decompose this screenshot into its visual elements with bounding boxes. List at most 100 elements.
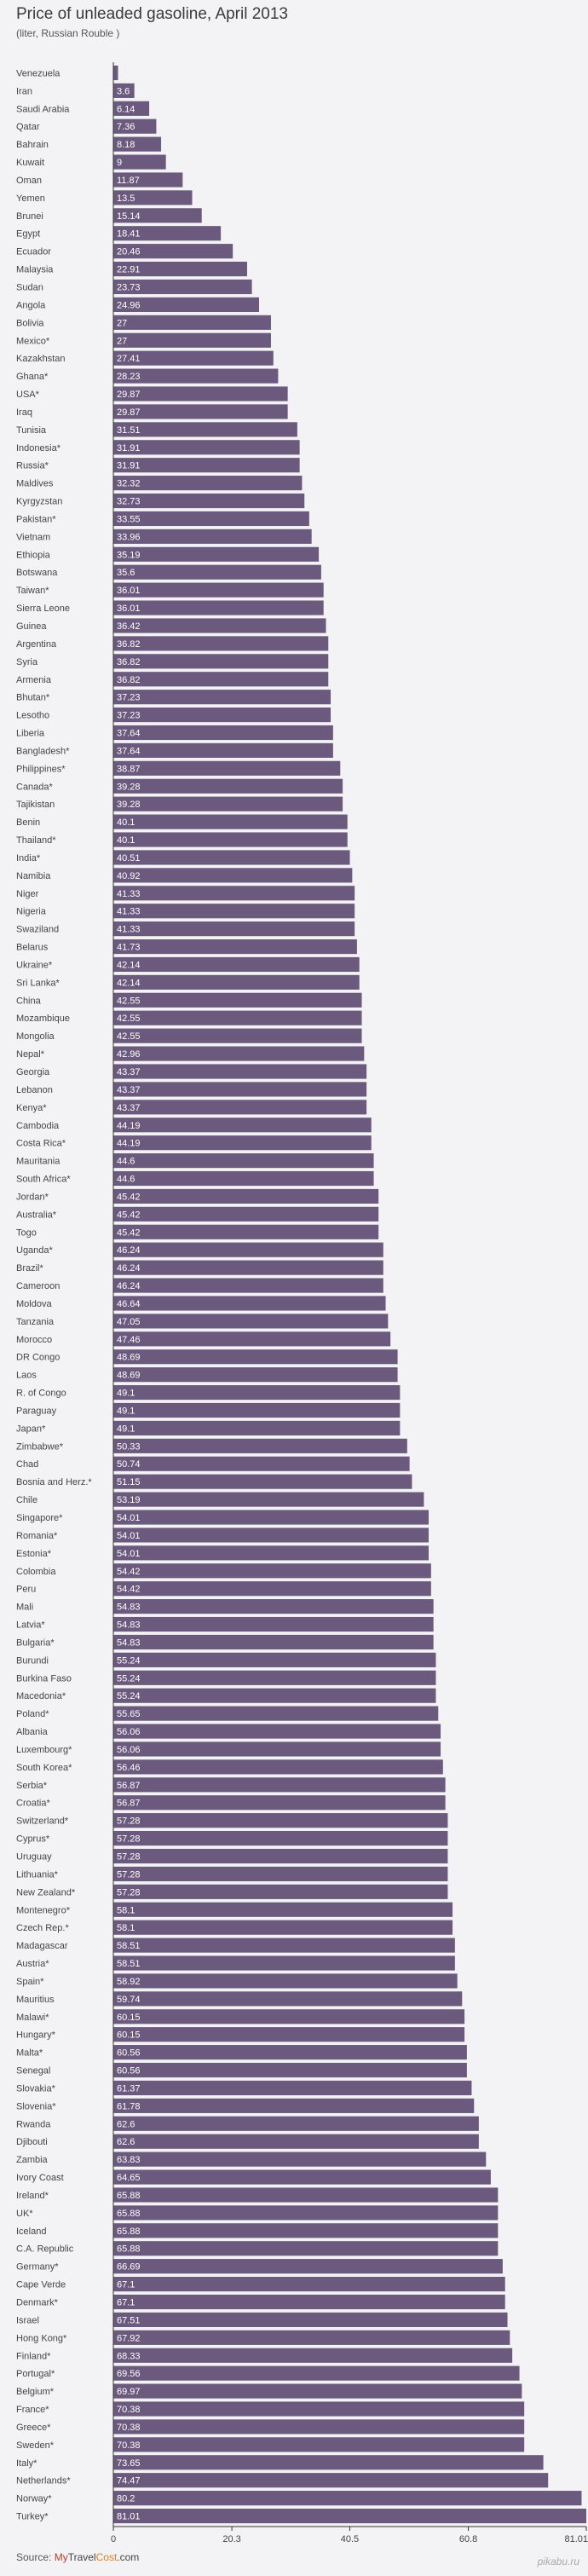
value-label: 33.55	[117, 514, 141, 524]
bar	[113, 742, 333, 759]
category-label: Philippines*	[16, 764, 66, 774]
category-label: Singapore*	[16, 1513, 63, 1523]
bar	[113, 1991, 463, 2007]
bar	[113, 1492, 424, 1507]
bar	[113, 136, 162, 152]
category-label: Cambodia	[16, 1121, 60, 1131]
category-label: Belgium*	[16, 2387, 55, 2397]
category-label: Canada*	[16, 782, 54, 792]
value-label: 49.1	[117, 1406, 135, 1416]
bar	[113, 1670, 436, 1685]
bar	[113, 226, 222, 241]
category-label: Cape Verde	[16, 2280, 66, 2290]
bar	[113, 636, 329, 651]
bar	[113, 1884, 448, 1899]
category-label: Liberia	[16, 729, 45, 739]
value-label: 55.24	[117, 1655, 141, 1666]
category-label: Portugal*	[16, 2369, 55, 2379]
value-label: 46.24	[117, 1245, 141, 1256]
category-label: Kyrgyzstan	[16, 497, 62, 507]
category-label: Qatar	[16, 122, 40, 132]
value-label: 32.32	[117, 479, 141, 489]
value-label: 58.51	[117, 1941, 141, 1951]
bar	[113, 1759, 443, 1775]
bar	[113, 2259, 503, 2274]
value-label: 59.74	[117, 1995, 141, 2005]
bar	[113, 2508, 586, 2524]
bar	[113, 1830, 448, 1846]
bar	[113, 904, 355, 919]
category-label: Belarus	[16, 943, 49, 953]
bar	[113, 1528, 429, 1543]
category-label: Austria*	[16, 1959, 49, 1969]
category-label: Serbia*	[16, 1781, 48, 1791]
category-label: Kazakhstan	[16, 354, 65, 364]
value-label: 36.01	[117, 586, 141, 596]
value-label: 41.73	[117, 943, 141, 953]
bar	[113, 2045, 467, 2060]
category-label: Czech Rep.*	[16, 1923, 69, 1933]
value-label: 45.42	[117, 1210, 141, 1220]
value-label: 46.64	[117, 1299, 141, 1309]
value-label: 58.1	[117, 1923, 135, 1933]
value-label: 32.73	[117, 497, 141, 507]
bar	[113, 600, 324, 615]
value-label: 40.92	[117, 871, 141, 881]
bar	[113, 725, 333, 741]
value-label: 54.83	[117, 1637, 141, 1648]
bar	[113, 564, 321, 580]
value-label: 61.37	[117, 2083, 141, 2094]
value-label: 65.88	[117, 2191, 141, 2201]
category-label: Hong Kong*	[16, 2333, 67, 2343]
category-label: Mali	[16, 1603, 33, 1613]
bar	[113, 708, 331, 723]
bar	[113, 1634, 434, 1650]
value-label: 42.14	[117, 960, 141, 970]
category-label: Greece*	[16, 2423, 51, 2433]
category-label: Laos	[16, 1371, 37, 1381]
bar	[113, 1741, 441, 1757]
source-brand[interactable]: MyTravelCost.com	[55, 2551, 140, 2563]
value-label: 56.06	[117, 1745, 141, 1755]
x-tick-label: 60.8	[459, 2534, 477, 2544]
value-label: 70.38	[117, 2423, 141, 2433]
value-label: 3.6	[117, 86, 130, 96]
value-label: 36.01	[117, 604, 141, 614]
category-label: Ivory Coast	[16, 2173, 64, 2183]
category-label: Bahrain	[16, 140, 49, 150]
bar	[113, 956, 360, 973]
value-label: 37.23	[117, 693, 141, 703]
value-label: 36.82	[117, 657, 141, 667]
value-label: 44.19	[117, 1139, 141, 1149]
value-label: 31.91	[117, 461, 141, 471]
category-label: Turkey*	[16, 2512, 49, 2522]
category-label: Saudi Arabia	[16, 104, 70, 114]
category-label: Namibia	[16, 871, 51, 881]
bar	[113, 690, 331, 705]
category-label: Iraq	[16, 407, 32, 418]
bar	[113, 244, 233, 259]
bar	[113, 1777, 446, 1793]
value-label: 8.18	[117, 140, 135, 150]
bar	[113, 1314, 389, 1329]
bar	[113, 1652, 436, 1667]
bar	[113, 118, 157, 134]
bar	[113, 2348, 513, 2363]
bar	[113, 2223, 499, 2238]
category-label: Malta*	[16, 2048, 43, 2059]
value-label: 42.55	[117, 1031, 141, 1042]
category-label: New Zealand*	[16, 1887, 76, 1897]
category-label: Malawi*	[16, 2013, 49, 2023]
category-label: Bangladesh*	[16, 746, 70, 756]
category-label: Spain*	[16, 1977, 44, 1987]
value-label: 42.55	[117, 1014, 141, 1024]
category-label: Sri Lanka*	[16, 978, 60, 988]
value-label: 60.15	[117, 2013, 141, 2023]
bar	[113, 2473, 549, 2488]
value-label: 9	[117, 158, 122, 168]
category-label: Ukraine*	[16, 960, 53, 970]
bar	[113, 1474, 412, 1489]
value-label: 20.46	[117, 247, 141, 257]
value-label: 69.97	[117, 2387, 141, 2397]
value-label: 56.46	[117, 1763, 141, 1773]
